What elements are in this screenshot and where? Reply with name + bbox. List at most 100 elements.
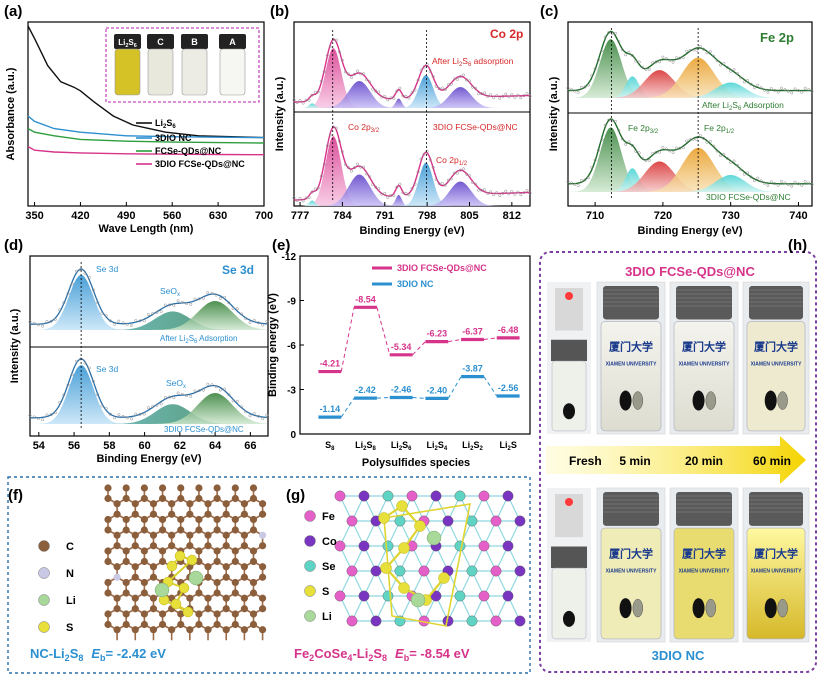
f-atom-c xyxy=(104,547,112,555)
b-bot-datapoint xyxy=(419,157,423,161)
panel-label-a: (a) xyxy=(4,3,22,20)
c-top-datapoint xyxy=(603,35,607,39)
h-bot-vial-1-logo-sub: XIAMEN UNIVERSITY xyxy=(606,569,658,575)
d-bot-datapoint xyxy=(83,361,87,365)
c-bot-datapoint xyxy=(593,158,597,162)
d-anno-after: After Li2S6 Adsorption xyxy=(160,334,237,345)
d-top-datapoint xyxy=(49,319,53,323)
b-top-peak-1 xyxy=(294,81,530,108)
vial-cap-3 xyxy=(219,34,246,49)
c-bot-datapoint xyxy=(719,154,722,158)
b-bot-datapoint xyxy=(371,183,375,187)
g-atom xyxy=(418,565,430,577)
e-cat-label-5: Li2S xyxy=(499,440,516,452)
f-atom-c xyxy=(149,542,158,550)
f-atom-c xyxy=(158,494,167,503)
c-bot-datapoint xyxy=(613,119,617,123)
f-atom-c xyxy=(149,500,158,508)
b-bot-datapoint xyxy=(504,189,508,193)
f-atom-c xyxy=(222,510,230,518)
b-bot-datapoint xyxy=(477,188,481,192)
c-top-datapoint xyxy=(664,57,668,61)
d-bot-datapoint xyxy=(45,413,49,417)
c-bot-datapoint xyxy=(752,179,756,182)
h-bot-vial-3-electrode-dark xyxy=(764,598,777,619)
c-tick-label-2: 730 xyxy=(721,210,739,222)
b-top-datapoint xyxy=(353,72,356,76)
h-bot-vial-3-electrode-metal xyxy=(777,598,788,618)
f-atom-c xyxy=(149,605,158,613)
f-atom-c xyxy=(186,510,194,518)
e-level-label-0-0: -4.21 xyxy=(320,359,341,369)
b-bot-datapoint xyxy=(389,193,393,197)
h-bot-vial-1-electrode-dark xyxy=(619,598,632,619)
g-legend-label-4: Li xyxy=(322,611,332,623)
e-connector-0-3 xyxy=(448,339,462,343)
c-top-datapoint xyxy=(566,86,570,90)
h-bot-cell-cap xyxy=(551,546,587,569)
g-atom xyxy=(394,565,406,577)
c-bot-datapoint xyxy=(637,151,641,155)
b-bot-datapoint xyxy=(443,183,447,187)
b-top-datapoint xyxy=(298,98,302,102)
c-bot-datapoint xyxy=(661,145,665,149)
b-top-datapoint xyxy=(504,92,508,96)
a-series-3 xyxy=(27,145,265,156)
c-top-datapoint xyxy=(807,88,811,92)
c-bot-datapoint xyxy=(715,149,719,153)
f-atom-c xyxy=(249,515,258,524)
f-atom-c xyxy=(213,610,221,618)
e-cat-label-1: Li2S8 xyxy=(355,440,376,452)
h-top-vial-3-body xyxy=(746,321,806,432)
b-top-datapoint xyxy=(301,101,305,105)
b-bot-datapoint xyxy=(404,191,408,195)
f-atom-c xyxy=(258,573,267,581)
d-top-datapoint xyxy=(231,307,235,310)
e-connector-1-2 xyxy=(412,397,426,399)
f-atom-c xyxy=(158,484,167,492)
c-bot-datapoint xyxy=(583,178,587,182)
b-top-datapoint xyxy=(498,96,502,100)
f-atom-c xyxy=(104,620,112,629)
h-time-2: 20 min xyxy=(685,454,723,468)
c-bot-datapoint xyxy=(769,180,773,184)
c-bot-datapoint xyxy=(573,182,577,186)
f-atom-c xyxy=(213,526,221,534)
b-top-datapoint xyxy=(428,69,432,73)
d-top-datapoint xyxy=(261,323,265,327)
c-bot-datapoint xyxy=(654,150,658,154)
b-top-datapoint xyxy=(401,94,405,98)
c-bot-datapoint xyxy=(641,156,645,160)
f-atom-c xyxy=(195,547,203,555)
g-atom xyxy=(358,490,370,502)
f-atom-c xyxy=(149,563,158,571)
b-bot-datapoint xyxy=(434,178,438,182)
b-top-datapoint xyxy=(486,95,490,98)
h-top-vial-1-cap xyxy=(603,286,659,320)
f-atom-c xyxy=(213,547,221,555)
c-bot-datapoint xyxy=(610,119,614,123)
b-top-datapoint xyxy=(440,86,444,90)
f-atom-n xyxy=(258,531,267,539)
d-top-datapoint xyxy=(138,319,142,323)
b-tick-label-2: 791 xyxy=(376,210,394,222)
d-bot-datapoint xyxy=(185,394,189,398)
b-top-datapoint xyxy=(492,96,496,100)
f-atom-c xyxy=(249,589,258,597)
c-top-datapoint xyxy=(627,50,631,54)
g-atom-s xyxy=(398,582,410,594)
b-top-datapoint xyxy=(380,95,384,99)
f-atom-c xyxy=(186,500,194,508)
f-atom-n xyxy=(113,573,121,581)
d-bot-datapoint xyxy=(108,412,112,416)
d-top-datapoint xyxy=(180,300,184,304)
vial-body-1 xyxy=(147,48,174,96)
b-top-datapoint xyxy=(383,94,387,98)
b-bot-datapoint xyxy=(395,185,399,189)
d-tick-label-4: 62 xyxy=(174,440,186,452)
d-top-datapoint xyxy=(265,319,269,323)
f-atom-c xyxy=(249,484,258,492)
c-top-datapoint xyxy=(613,31,617,35)
b-top-datapoint xyxy=(422,65,426,69)
f-atom-c xyxy=(186,531,194,539)
